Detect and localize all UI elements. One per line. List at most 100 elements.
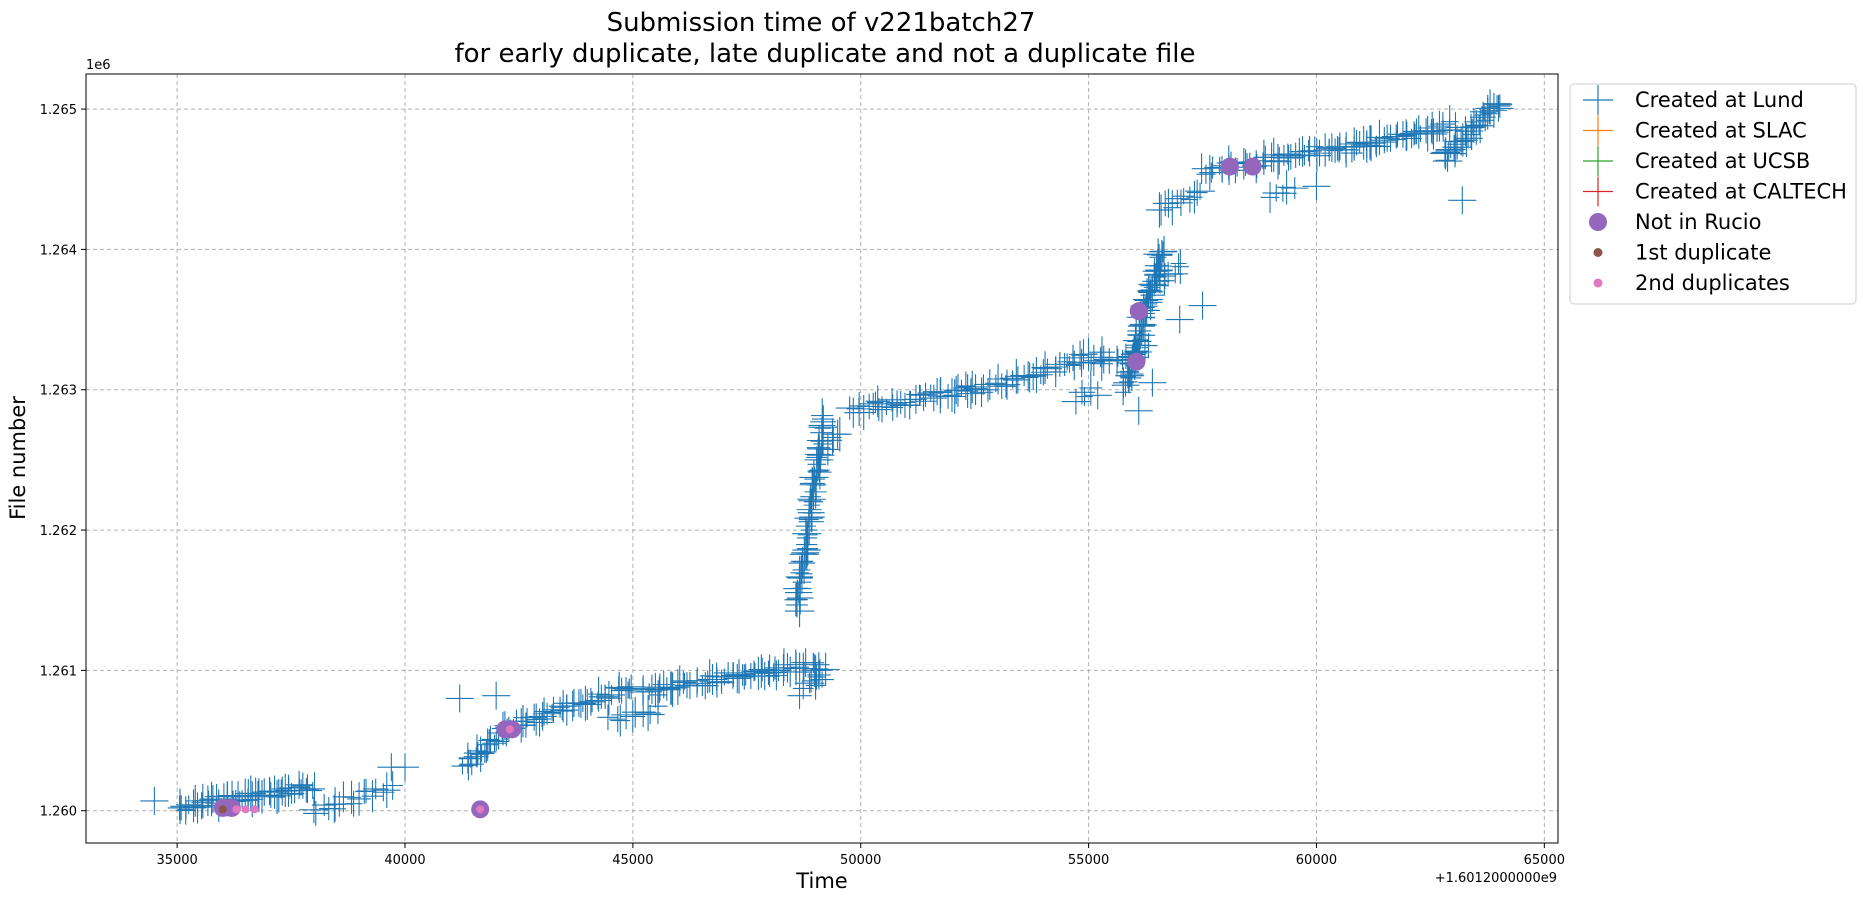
lund-marker	[914, 382, 937, 407]
lund-marker	[482, 681, 511, 710]
lund-marker	[1152, 194, 1170, 226]
lund-marker	[533, 702, 561, 725]
lund-marker	[823, 419, 842, 456]
y-tick-label: 1.260	[40, 805, 77, 820]
point-2nd-duplicates	[505, 725, 514, 734]
lund-marker	[303, 782, 323, 800]
lund-marker	[475, 743, 495, 763]
lund-marker	[549, 701, 575, 721]
lund-marker	[1366, 119, 1393, 156]
lund-marker	[1480, 89, 1500, 125]
lund-marker	[525, 703, 548, 736]
lund-marker	[1476, 109, 1494, 132]
lund-marker	[670, 671, 696, 694]
lund-marker	[1186, 179, 1208, 206]
lund-marker	[671, 672, 698, 690]
lund-marker	[311, 794, 337, 816]
lund-marker	[1058, 344, 1088, 372]
lund-marker	[1485, 95, 1513, 115]
lund-marker	[1448, 186, 1477, 215]
lund-marker	[1083, 381, 1112, 410]
legend-entry: Created at CALTECH	[1583, 176, 1847, 207]
lund-marker	[177, 800, 195, 819]
lund-marker	[882, 394, 903, 421]
legend-label: Created at Lund	[1635, 88, 1804, 112]
lund-marker	[1268, 146, 1290, 175]
legend-entry: Not in Rucio	[1589, 210, 1761, 234]
legend-frame	[1569, 83, 1857, 305]
axis-ticks: 35000 40000 45000 50000 55000 60000 65000 1.260…	[40, 103, 1565, 868]
lund-marker	[801, 669, 821, 693]
lund-marker	[521, 703, 548, 731]
lund-marker	[985, 374, 1007, 393]
legend-marker	[1593, 278, 1603, 288]
lund-marker	[1479, 94, 1496, 130]
x-tick-label: 45000	[612, 853, 653, 868]
lund-marker	[596, 680, 622, 716]
lund-marker	[1133, 290, 1163, 309]
lund-marker	[1204, 156, 1221, 179]
lund-marker	[791, 536, 820, 570]
lund-marker	[1150, 235, 1178, 267]
lund-marker	[956, 378, 986, 410]
lund-marker	[790, 652, 810, 682]
lund-marker	[1124, 396, 1153, 425]
lund-marker	[806, 448, 828, 467]
lund-marker	[799, 460, 829, 495]
lund-marker	[987, 363, 1009, 395]
point-2nd-duplicates	[232, 805, 241, 814]
lund-marker	[1326, 138, 1344, 163]
y-scale-label: 1e6	[86, 58, 111, 73]
lund-marker	[787, 682, 812, 710]
lund-marker	[1264, 143, 1292, 180]
point-2nd-duplicates	[476, 805, 485, 814]
x-tick-label: 65000	[1524, 853, 1565, 868]
lund-marker	[635, 695, 662, 731]
lund-marker	[1169, 189, 1193, 217]
lund-marker	[1329, 135, 1346, 161]
lund-marker	[610, 704, 631, 737]
lund-marker	[1297, 135, 1322, 167]
lund-marker	[1095, 348, 1124, 374]
lund-marker	[1128, 317, 1151, 352]
lund-marker	[573, 688, 602, 720]
lund-marker	[266, 779, 292, 813]
chart-title-line-2: for early duplicate, late duplicate and …	[454, 39, 1195, 69]
x-offset-label: +1.6012000000e9	[1435, 871, 1557, 886]
legend-label: 2nd duplicates	[1635, 271, 1790, 295]
lund-marker	[363, 778, 389, 800]
lund-marker	[1165, 305, 1194, 334]
lund-marker	[587, 676, 610, 712]
x-tick-label: 35000	[156, 853, 197, 868]
legend-label: Not in Rucio	[1635, 210, 1761, 234]
lund-marker	[1466, 108, 1495, 144]
lund-marker	[957, 370, 987, 404]
lund-marker	[1138, 278, 1156, 307]
plot-frame	[85, 73, 1559, 844]
lund-marker	[658, 671, 686, 705]
lund-marker	[597, 704, 619, 731]
y-tick-label: 1.264	[40, 243, 77, 258]
x-tick-label: 50000	[840, 853, 881, 868]
legend-entry: Created at SLAC	[1583, 115, 1807, 146]
lund-marker	[799, 470, 827, 500]
lund-marker	[859, 392, 888, 415]
lund-marker	[614, 681, 642, 699]
lund-marker	[451, 757, 474, 775]
lund-marker	[617, 674, 646, 700]
lund-marker	[1170, 253, 1187, 274]
lund-marker	[322, 794, 347, 823]
lund-marker	[852, 394, 875, 431]
lund-marker	[635, 704, 665, 725]
lund-marker	[1191, 153, 1212, 185]
lund-marker	[286, 785, 303, 804]
lund-marker	[1273, 145, 1304, 171]
lund-marker	[1425, 122, 1449, 142]
lund-marker	[445, 684, 474, 713]
lund-marker	[1165, 189, 1190, 208]
lund-marker	[1163, 190, 1182, 226]
legend-label: 1st duplicate	[1635, 241, 1771, 265]
lund-marker	[1071, 340, 1089, 370]
lund-marker	[1031, 351, 1059, 385]
lund-marker	[792, 570, 812, 594]
